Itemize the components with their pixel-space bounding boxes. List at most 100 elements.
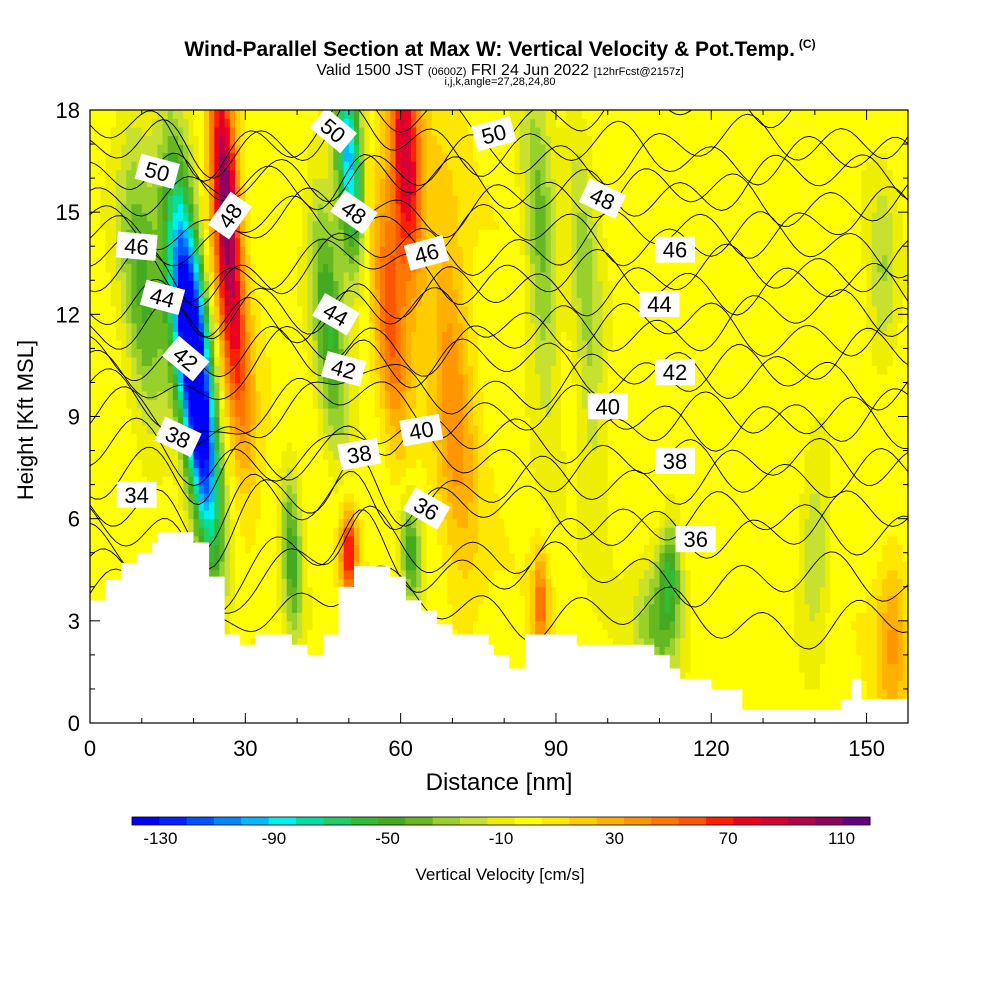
velocity-cell <box>297 212 303 222</box>
velocity-cell <box>198 535 205 545</box>
velocity-cell <box>95 578 101 588</box>
velocity-cell <box>146 365 153 375</box>
velocity-cell <box>224 527 231 537</box>
velocity-cell <box>193 237 200 247</box>
velocity-cell <box>291 144 298 154</box>
velocity-cell <box>343 569 350 579</box>
velocity-cell <box>105 203 112 213</box>
velocity-cell <box>436 467 443 477</box>
velocity-cell <box>219 280 226 290</box>
velocity-cell <box>416 399 422 409</box>
velocity-cell <box>245 229 252 239</box>
velocity-cell <box>271 425 277 435</box>
velocity-cell <box>416 535 422 545</box>
velocity-cell <box>157 450 164 460</box>
velocity-cell <box>317 373 324 383</box>
velocity-cell <box>405 408 412 418</box>
velocity-cell <box>250 365 257 375</box>
velocity-cell <box>250 595 257 605</box>
velocity-cell <box>431 586 438 596</box>
velocity-cell <box>245 254 252 264</box>
velocity-cell <box>131 195 138 205</box>
velocity-cell <box>178 493 184 503</box>
velocity-cell <box>343 408 350 418</box>
velocity-cell <box>374 476 381 486</box>
velocity-cell <box>229 314 236 324</box>
velocity-cell <box>431 280 438 290</box>
velocity-cell <box>224 518 231 528</box>
velocity-cell <box>395 365 402 375</box>
velocity-cell <box>209 408 215 418</box>
velocity-cell <box>338 246 345 256</box>
velocity-cell <box>385 373 391 383</box>
velocity-cell <box>100 169 107 179</box>
velocity-cell <box>302 237 309 247</box>
velocity-cell <box>400 263 407 273</box>
velocity-cell <box>442 288 448 298</box>
velocity-cell <box>121 195 127 205</box>
velocity-cell <box>95 518 101 528</box>
velocity-cell <box>395 271 402 281</box>
velocity-cell <box>421 127 428 137</box>
velocity-cell <box>411 544 417 554</box>
velocity-cell <box>219 178 226 188</box>
velocity-cell <box>348 288 355 298</box>
velocity-cell <box>297 144 303 154</box>
velocity-cell <box>374 356 381 366</box>
velocity-cell <box>110 467 117 477</box>
velocity-cell <box>105 127 112 137</box>
velocity-cell <box>219 373 226 383</box>
velocity-cell <box>260 331 267 341</box>
velocity-cell <box>219 314 226 324</box>
velocity-cell <box>146 399 153 409</box>
velocity-cell <box>193 442 200 452</box>
velocity-cell <box>312 331 319 341</box>
velocity-cell <box>167 254 174 264</box>
velocity-cell <box>411 373 417 383</box>
velocity-cell <box>421 476 428 486</box>
velocity-cell <box>224 322 231 332</box>
velocity-cell <box>354 501 360 511</box>
velocity-cell <box>442 578 448 588</box>
velocity-cell <box>178 118 184 128</box>
velocity-cell <box>405 220 412 230</box>
velocity-cell <box>286 450 293 460</box>
velocity-cell <box>209 425 215 435</box>
velocity-cell <box>302 476 309 486</box>
velocity-cell <box>400 212 407 222</box>
velocity-cell <box>411 144 417 154</box>
velocity-cell <box>157 476 164 486</box>
velocity-cell <box>317 348 324 358</box>
velocity-cell <box>162 195 169 205</box>
velocity-cell <box>431 442 438 452</box>
velocity-cell <box>390 203 397 213</box>
velocity-cell <box>348 229 355 239</box>
velocity-cell <box>167 186 174 196</box>
velocity-cell <box>395 433 402 443</box>
velocity-cell <box>172 365 179 375</box>
velocity-cell <box>364 297 371 307</box>
velocity-cell <box>240 484 246 494</box>
velocity-cell <box>302 263 309 273</box>
velocity-cell <box>312 467 319 477</box>
velocity-cell <box>286 408 293 418</box>
velocity-cell <box>172 110 179 120</box>
velocity-cell <box>105 263 112 273</box>
velocity-cell <box>302 484 309 494</box>
velocity-cell <box>90 365 96 375</box>
velocity-cell <box>198 433 205 443</box>
velocity-cell <box>131 288 138 298</box>
velocity-cell <box>276 595 283 605</box>
velocity-cell <box>421 365 428 375</box>
velocity-cell <box>178 314 184 324</box>
velocity-cell <box>255 561 262 571</box>
velocity-cell <box>348 399 355 409</box>
velocity-cell <box>146 544 153 554</box>
velocity-cell <box>229 416 236 426</box>
velocity-cell <box>442 237 448 247</box>
velocity-cell <box>240 195 246 205</box>
velocity-cell <box>172 229 179 239</box>
velocity-cell <box>100 510 107 520</box>
velocity-cell <box>281 399 288 409</box>
velocity-cell <box>266 510 272 520</box>
